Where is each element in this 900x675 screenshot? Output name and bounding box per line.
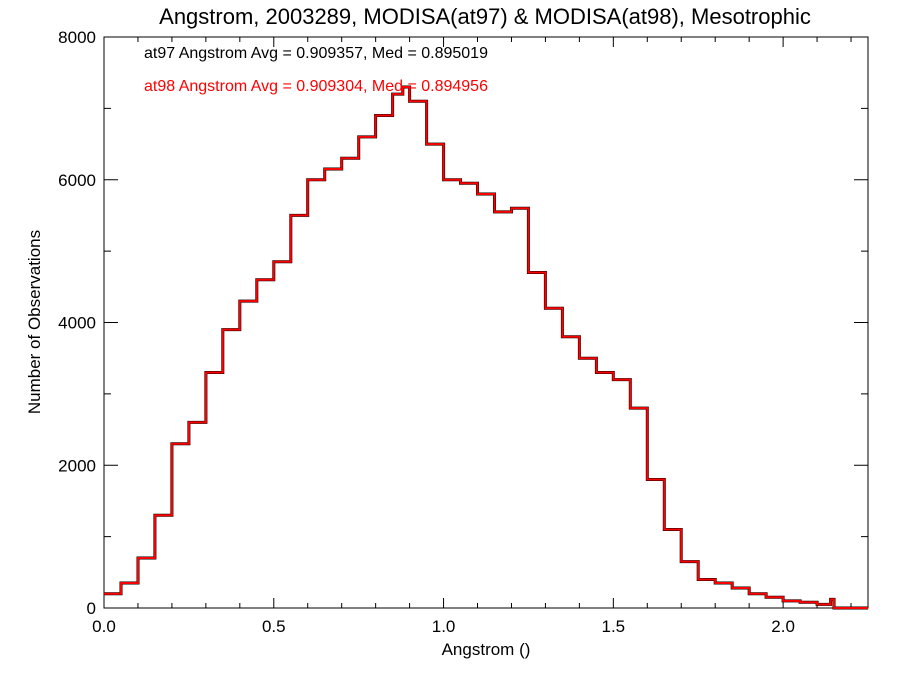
x-tick-label: 1.0 bbox=[432, 617, 456, 636]
plot-frame bbox=[103, 36, 869, 609]
x-tick-label: 0.0 bbox=[92, 617, 116, 636]
y-tick-label: 2000 bbox=[58, 456, 96, 475]
y-axis: 0 2000 4000 6000 8000 bbox=[58, 28, 868, 618]
series-at98-line bbox=[104, 86, 868, 609]
y-axis-label: Number of Observations bbox=[25, 230, 44, 414]
x-tick-label: 0.5 bbox=[262, 617, 286, 636]
annotation-at97: at97 Angstrom Avg = 0.909357, Med = 0.89… bbox=[144, 45, 488, 62]
chart-title: Angstrom, 2003289, MODISA(at97) & MODISA… bbox=[159, 4, 811, 29]
y-tick-label: 0 bbox=[87, 599, 96, 618]
x-axis: 0.0 0.5 1.0 1.5 2.0 bbox=[92, 37, 852, 636]
x-axis-label: Angstrom () bbox=[442, 640, 531, 659]
series-layer bbox=[104, 85, 868, 610]
series-at97-line bbox=[104, 85, 868, 610]
annotation-at98: at98 Angstrom Avg = 0.909304, Med = 0.89… bbox=[144, 78, 488, 95]
y-tick-label: 6000 bbox=[58, 171, 96, 190]
x-tick-label: 2.0 bbox=[771, 617, 795, 636]
y-tick-label: 4000 bbox=[58, 314, 96, 333]
y-tick-label: 8000 bbox=[58, 28, 96, 47]
x-tick-label: 1.5 bbox=[602, 617, 626, 636]
